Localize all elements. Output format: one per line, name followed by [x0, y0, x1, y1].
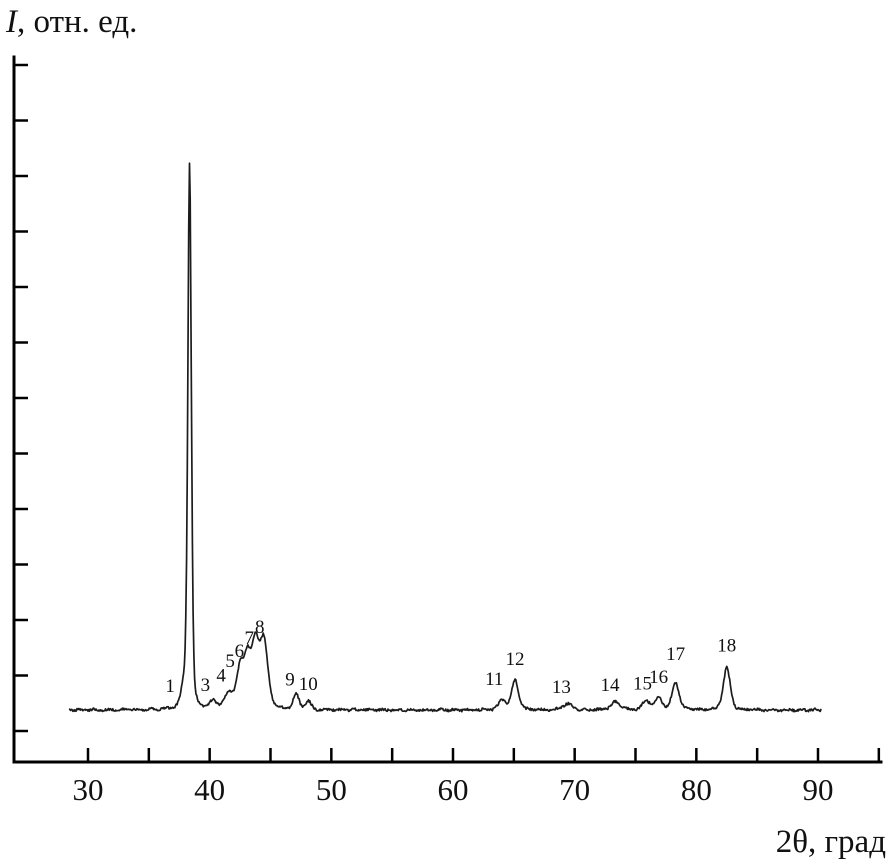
peak-label-14: 14	[601, 675, 621, 696]
peak-label-7: 7	[245, 628, 255, 649]
peak-label-5: 5	[225, 651, 235, 672]
peak-label-6: 6	[235, 641, 245, 662]
peak-label-17: 17	[666, 644, 685, 665]
x-axis-ticks	[86, 748, 881, 762]
x-axis-title: 2θ, град	[776, 824, 886, 860]
y-axis-title-units: , отн. ед.	[17, 4, 137, 40]
peak-label-3: 3	[201, 675, 211, 696]
x-tick-label-40: 40	[194, 772, 225, 807]
x-tick-label-90: 90	[803, 772, 834, 807]
peak-label-13: 13	[552, 677, 571, 698]
y-axis-ticks	[14, 63, 28, 733]
y-axis-title: I, отн. ед.	[5, 4, 137, 40]
x-tick-label-30: 30	[73, 772, 104, 807]
peak-label-11: 11	[485, 669, 503, 690]
x-tick-label-70: 70	[559, 772, 590, 807]
x-tick-label-80: 80	[681, 772, 712, 807]
peak-label-16: 16	[649, 667, 668, 688]
x-axis-tick-labels: 30 40 50 60 70 80 90	[73, 772, 834, 807]
diffraction-curve	[68, 162, 822, 713]
peak-label-10: 10	[299, 674, 318, 695]
peak-label-18: 18	[717, 635, 736, 656]
peak-label-15: 15	[633, 673, 652, 694]
x-tick-label-60: 60	[438, 772, 469, 807]
peak-label-8: 8	[255, 617, 265, 638]
peak-label-12: 12	[506, 649, 525, 670]
peak-label-4: 4	[216, 666, 226, 687]
peak-label-9: 9	[285, 670, 295, 691]
y-axis-title-symbol: I	[5, 4, 19, 40]
x-tick-label-50: 50	[316, 772, 347, 807]
peak-label-1: 1	[165, 676, 175, 697]
